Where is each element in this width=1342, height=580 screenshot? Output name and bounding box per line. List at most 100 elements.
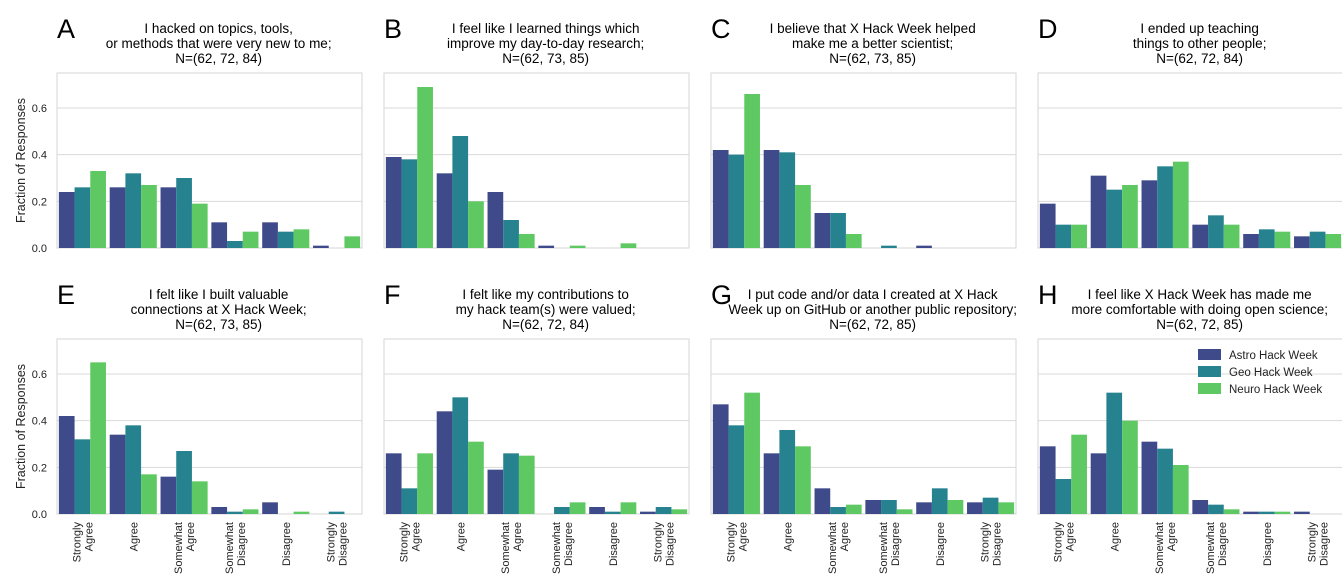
bar <box>1055 224 1072 248</box>
bar <box>141 185 157 248</box>
bar <box>554 507 570 514</box>
bar <box>58 192 75 248</box>
bar <box>160 187 177 248</box>
bar <box>763 150 780 248</box>
bar <box>947 500 964 514</box>
category-label: Strongly <box>980 522 992 563</box>
bar <box>998 502 1015 514</box>
bar <box>712 404 729 514</box>
bar <box>1055 479 1072 514</box>
y-tick-label: 0.2 <box>32 196 47 208</box>
bar <box>1122 420 1138 514</box>
bar <box>1106 189 1123 248</box>
bar <box>1223 224 1240 248</box>
y-tick-label: 0.0 <box>32 243 47 255</box>
bar <box>1208 215 1224 248</box>
category-label: Disagree <box>281 522 293 566</box>
panel-title-line: I ended up teaching <box>1140 21 1259 36</box>
bar <box>1243 511 1259 514</box>
panel-title-line: make me a better scientist; <box>792 36 953 51</box>
bar <box>814 213 831 248</box>
bar <box>795 185 811 248</box>
bar <box>845 504 862 514</box>
category-label: Somewhat <box>827 522 839 574</box>
bar <box>125 173 142 248</box>
y-tick-label: 0.6 <box>32 103 47 115</box>
bar <box>1208 504 1224 514</box>
legend-swatch <box>1198 349 1221 360</box>
y-tick-label: 0.0 <box>32 509 47 521</box>
bar <box>58 416 75 514</box>
panel-title-line: connections at X Hack Week; <box>131 302 307 317</box>
bar <box>385 453 402 514</box>
bar <box>518 234 535 248</box>
bar <box>1090 175 1107 248</box>
panel-title-line: I felt like I built valuable <box>149 287 289 302</box>
bar <box>277 231 294 248</box>
panel-letter: C <box>711 14 731 44</box>
panel-a: A I hacked on topics, tools,or methods th… <box>14 14 363 255</box>
panel-title-line: I felt like my contributions to <box>462 287 629 302</box>
bar <box>487 469 504 514</box>
bar <box>1106 392 1123 514</box>
bar <box>589 507 605 514</box>
bar <box>90 171 106 248</box>
legend-label: Geo Hack Week <box>1229 367 1313 379</box>
category-label: Disagree <box>1319 522 1331 566</box>
category-label: Disagree <box>992 522 1004 566</box>
category-label: Agree <box>128 522 140 551</box>
panel-letter: G <box>711 280 732 310</box>
bar <box>916 502 932 514</box>
category-label: Agree <box>455 522 467 551</box>
bar <box>518 455 535 514</box>
category-label: Disagree <box>665 522 677 566</box>
plot-area <box>710 338 1017 515</box>
panel-letter: H <box>1038 280 1058 310</box>
legend-label: Astro Hack Week <box>1229 350 1318 362</box>
bar <box>227 241 243 248</box>
category-label: Somewhat <box>551 522 563 574</box>
category-label: Disagree <box>890 522 902 566</box>
panel-title-line: more comfortable with doing open science… <box>1071 302 1328 317</box>
plot-area <box>56 72 363 249</box>
bar <box>779 430 796 514</box>
bar <box>141 474 157 514</box>
bar <box>1294 511 1310 514</box>
bar <box>1122 185 1138 248</box>
bar <box>795 446 811 514</box>
bar <box>620 502 637 514</box>
panel-title-line: N=(62, 72, 84) <box>1156 51 1243 66</box>
bar <box>242 509 259 514</box>
category-label: Disagree <box>236 522 248 566</box>
bar <box>109 187 126 248</box>
category-label: Somewhat <box>224 522 236 574</box>
category-label: Agree <box>782 522 794 551</box>
bar <box>242 231 259 248</box>
bar <box>125 425 142 514</box>
panel-title-line: N=(62, 72, 85) <box>1156 317 1243 332</box>
panel-title-line: N=(62, 72, 84) <box>502 317 589 332</box>
category-label: Agree <box>185 522 197 551</box>
panel-title-line: I believe that X Hack Week helped <box>770 21 976 36</box>
category-label: Agree <box>1064 522 1076 551</box>
bar <box>1039 203 1056 248</box>
category-label: Strongly <box>326 522 338 563</box>
bar <box>313 245 329 248</box>
bar <box>1274 511 1291 514</box>
bar <box>865 500 882 514</box>
panel-title-line: I feel like X Hack Week has made me <box>1088 287 1312 302</box>
panel-h: H I feel like X Hack Week has made memore… <box>1037 280 1342 574</box>
bar <box>744 392 760 514</box>
category-label: Disagree <box>1217 522 1229 566</box>
bar <box>293 511 310 514</box>
legend-swatch <box>1198 383 1221 394</box>
category-label: Somewhat <box>878 522 890 574</box>
bar <box>655 507 672 514</box>
category-label: Agree <box>512 522 524 551</box>
bar <box>468 441 484 514</box>
bar <box>417 87 433 248</box>
y-tick-label: 0.6 <box>32 369 47 381</box>
